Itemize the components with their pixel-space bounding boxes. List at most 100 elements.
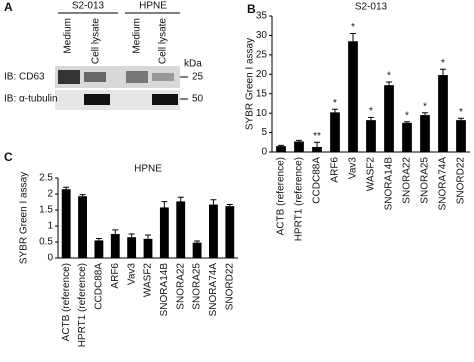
row-label: IB: CD63 bbox=[4, 72, 45, 83]
blot-strip bbox=[55, 66, 180, 88]
x-tick-label: SNORA22 bbox=[175, 263, 186, 310]
bar bbox=[192, 242, 202, 258]
bar bbox=[78, 196, 87, 258]
bar bbox=[110, 234, 120, 258]
bar bbox=[420, 115, 430, 152]
blot-band bbox=[58, 70, 80, 84]
bar bbox=[127, 237, 137, 258]
y-tick-label: 2.5 bbox=[39, 173, 53, 184]
x-tick-label: HPRT1 (reference) bbox=[294, 157, 305, 241]
x-tick-label: SNORA14B bbox=[384, 157, 395, 211]
error-bar bbox=[226, 204, 233, 207]
significance-label: * bbox=[333, 98, 337, 109]
error-bar bbox=[278, 144, 284, 147]
panel-label: C bbox=[4, 150, 13, 164]
error-bar bbox=[368, 116, 374, 121]
chart-title: HPNE bbox=[134, 164, 162, 175]
error-bar bbox=[440, 68, 446, 76]
bar bbox=[209, 204, 218, 258]
x-tick-label: Vav3 bbox=[126, 263, 137, 285]
blot-band bbox=[126, 71, 148, 83]
unit-label: kDa bbox=[184, 59, 202, 70]
y-tick-label: 15 bbox=[256, 88, 268, 99]
x-tick-label: ACTB (reference) bbox=[276, 157, 287, 235]
x-tick-label: CCDC88A bbox=[312, 157, 323, 204]
bar bbox=[176, 201, 186, 258]
group-label: HPNE bbox=[139, 1, 167, 12]
bar bbox=[348, 41, 358, 152]
error-bar bbox=[177, 196, 184, 202]
error-bar bbox=[145, 234, 151, 239]
y-tick-label: 0 bbox=[47, 253, 53, 264]
bar bbox=[438, 75, 448, 152]
x-tick-label: SNORA14B bbox=[159, 263, 170, 317]
x-tick-label: SNORA22 bbox=[402, 157, 413, 204]
bar bbox=[330, 112, 340, 152]
significance-label: * bbox=[351, 22, 355, 33]
y-tick-label: 35 bbox=[256, 11, 268, 22]
error-bar bbox=[386, 81, 392, 86]
significance-label: * bbox=[369, 106, 373, 117]
bar bbox=[143, 238, 153, 258]
x-tick-label: WASF2 bbox=[366, 157, 377, 192]
y-axis-label: SYBR Green I assay bbox=[19, 172, 30, 264]
error-bar bbox=[422, 112, 428, 116]
x-tick-label: SNORA25 bbox=[420, 157, 431, 204]
error-bar bbox=[332, 108, 338, 113]
significance-label: * bbox=[387, 71, 391, 82]
y-tick-label: 1.5 bbox=[39, 205, 53, 216]
blot-band bbox=[84, 94, 110, 105]
x-tick-label: SNORD22 bbox=[456, 157, 467, 205]
marker-label: 50 bbox=[192, 94, 204, 105]
error-bar bbox=[161, 201, 168, 208]
blot-band bbox=[152, 94, 178, 105]
x-tick-label: HPRT1 (reference) bbox=[77, 263, 88, 347]
y-tick-label: 5 bbox=[261, 127, 267, 138]
y-axis-label: SYBR Green I assay bbox=[245, 38, 256, 130]
significance-label: * bbox=[405, 110, 409, 121]
y-tick-label: 0 bbox=[261, 147, 267, 158]
chart-title: S2-013 bbox=[355, 2, 388, 13]
row-label: IB: α-tubulin bbox=[4, 94, 58, 105]
error-bar bbox=[210, 199, 217, 205]
group-label: S2-013 bbox=[72, 1, 105, 12]
x-tick-label: SNORA74A bbox=[438, 157, 449, 211]
bar bbox=[384, 85, 394, 152]
significance-label: * bbox=[441, 58, 445, 69]
bar bbox=[366, 120, 376, 152]
panel-label: B bbox=[247, 2, 256, 16]
error-bar bbox=[79, 194, 86, 197]
bar bbox=[312, 146, 322, 152]
significance-label: ** bbox=[313, 131, 321, 142]
lane-label: Medium bbox=[132, 18, 143, 54]
y-tick-label: 2 bbox=[47, 189, 53, 200]
lane-label: Medium bbox=[63, 18, 74, 54]
x-tick-label: ARF6 bbox=[110, 263, 121, 289]
x-tick-label: ACTB (reference) bbox=[61, 263, 72, 341]
lane-label: Cell lysate bbox=[158, 18, 169, 65]
bar bbox=[94, 240, 104, 258]
bar bbox=[159, 207, 169, 258]
bar bbox=[456, 120, 466, 152]
significance-label: * bbox=[459, 107, 463, 118]
x-tick-label: SNORA25 bbox=[192, 263, 203, 310]
bar bbox=[225, 206, 235, 258]
error-bar bbox=[404, 121, 410, 123]
blot-band bbox=[84, 72, 106, 82]
error-bar bbox=[128, 233, 135, 238]
error-bar bbox=[194, 240, 201, 243]
marker-label: 25 bbox=[192, 72, 204, 83]
blot-band bbox=[152, 73, 174, 81]
x-tick-label: SNORD22 bbox=[224, 263, 235, 311]
bar bbox=[402, 122, 412, 152]
panel-label: A bbox=[4, 0, 13, 14]
y-tick-label: 30 bbox=[256, 30, 268, 41]
bar bbox=[276, 146, 286, 152]
y-tick-label: 10 bbox=[256, 108, 268, 119]
x-tick-label: SNORA74A bbox=[208, 263, 219, 317]
significance-label: * bbox=[423, 101, 427, 112]
error-bar bbox=[296, 139, 302, 142]
error-bar bbox=[458, 117, 464, 121]
x-tick-label: CCDC88A bbox=[94, 263, 105, 310]
